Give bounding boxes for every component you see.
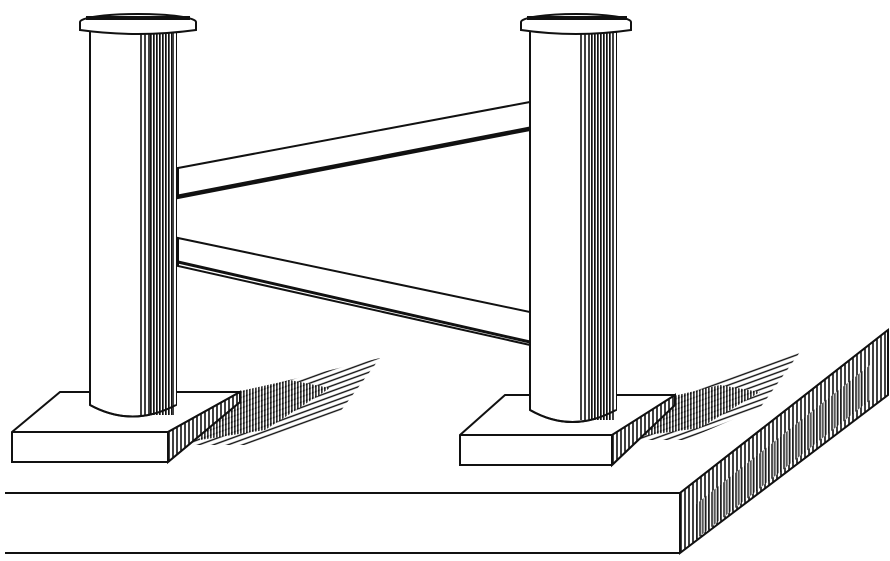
upper-crossbar [177, 100, 531, 200]
base-board [5, 327, 889, 556]
right-pillar [459, 13, 676, 468]
left-pillar [11, 13, 241, 465]
lower-crossbar [177, 236, 531, 347]
